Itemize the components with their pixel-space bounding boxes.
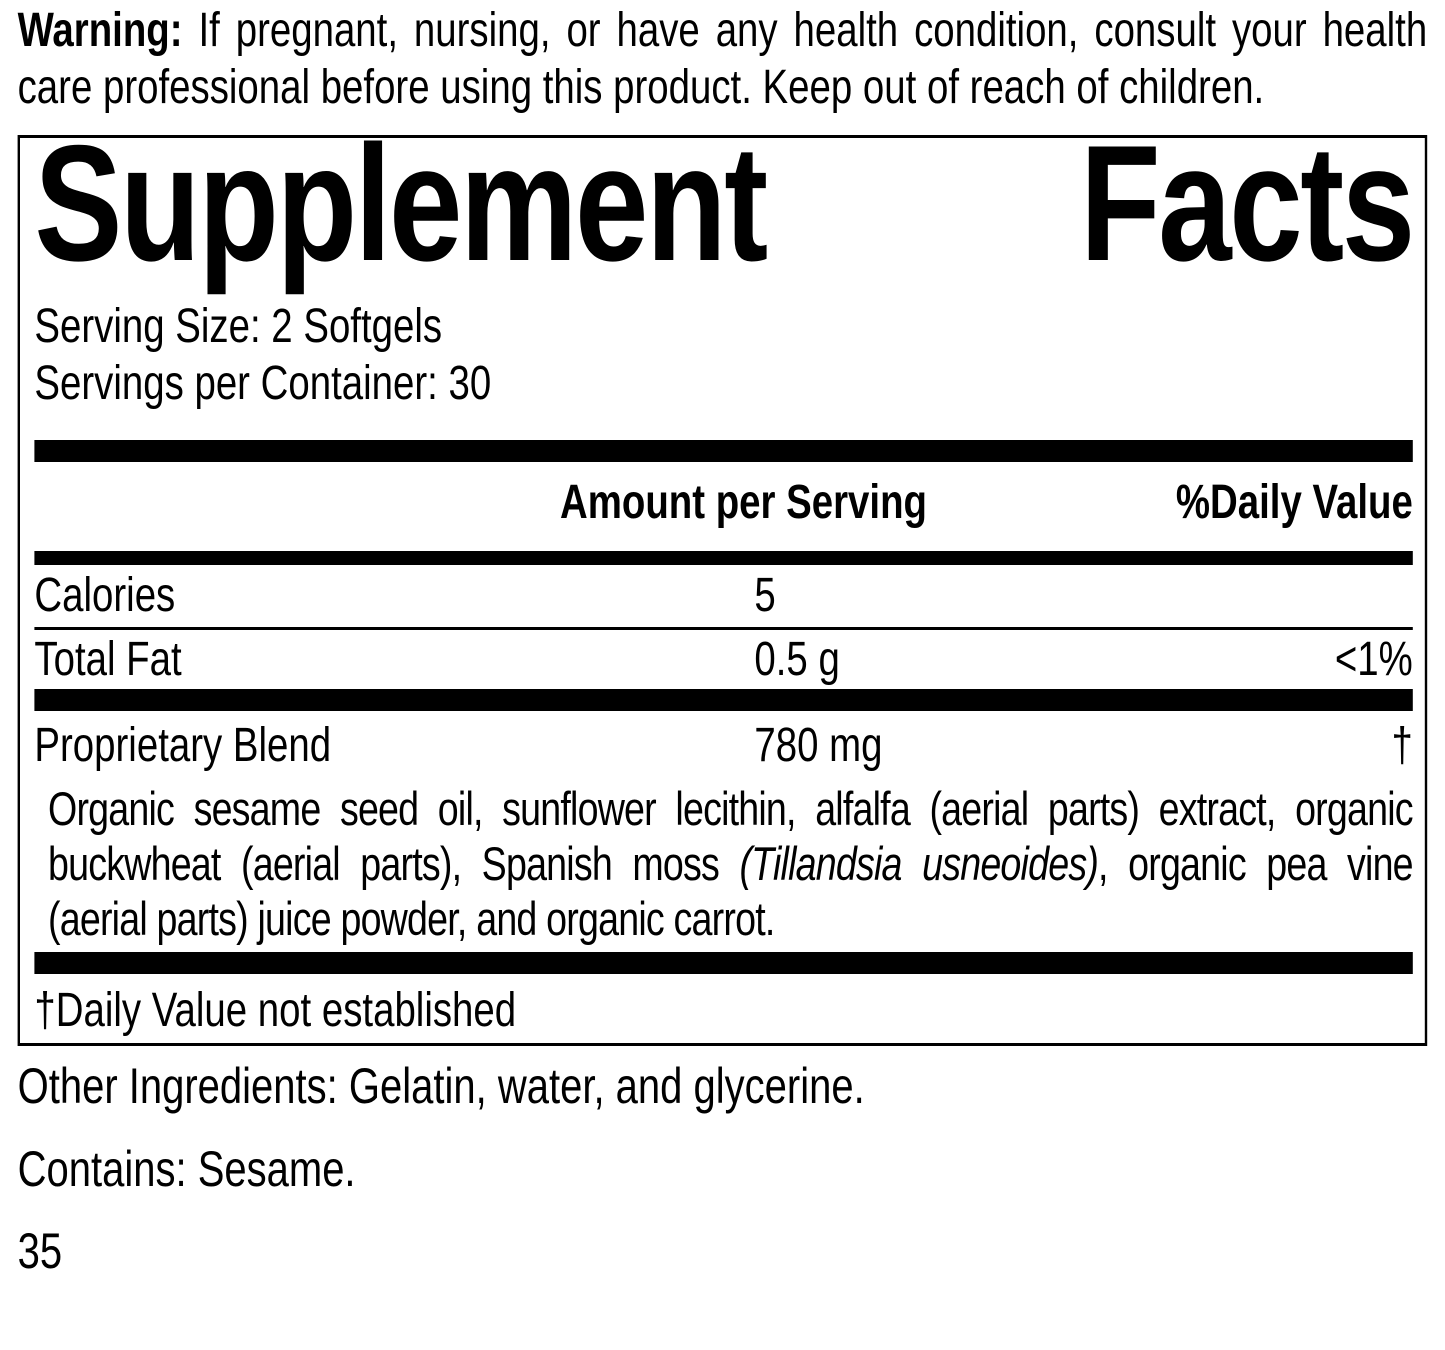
nutrient-row-total-fat: Total Fat 0.5 g <1% — [34, 630, 1412, 689]
nutrient-name: Total Fat — [34, 633, 182, 686]
nutrient-row-proprietary-blend: Proprietary Blend 780 mg † — [34, 711, 1412, 781]
supplement-facts-panel: Supplement Facts Serving Size: 2 Softgels… — [17, 111, 1428, 1046]
column-header-amount: Amount per Serving — [560, 476, 927, 529]
title-word-supplement: Supplement — [34, 111, 768, 295]
thick-divider-bottom — [34, 952, 1413, 974]
thick-divider-top — [34, 440, 1413, 462]
nutrient-daily-value: <1% — [1334, 633, 1413, 686]
column-header-daily-value: %Daily Value — [1175, 476, 1413, 529]
nutrient-name: Calories — [34, 569, 176, 622]
contains-text: Contains: Sesame. — [17, 1141, 356, 1197]
nutrient-amount: 780 mg — [754, 719, 883, 772]
nutrient-daily-value-dagger: † — [1391, 719, 1413, 772]
column-header-row: Amount per Serving %Daily Value — [34, 476, 1413, 529]
nutrient-amount: 0.5 g — [754, 633, 840, 686]
servings-per-container-line: Servings per Container: 30 — [34, 357, 492, 410]
medium-divider-under-header — [34, 551, 1413, 565]
other-ingredients-text: Other Ingredients: Gelatin, water, and g… — [17, 1058, 865, 1114]
warning-label: Warning: — [17, 4, 183, 57]
title-word-facts: Facts — [1079, 111, 1415, 295]
nutrient-row-calories: Calories 5 — [34, 565, 1413, 630]
footnote-daily-value: †Daily Value not established — [34, 984, 517, 1037]
blend-latin-name: (Tillandsia usneoides) — [739, 837, 1099, 890]
serving-info: Serving Size: 2 Softgels Servings per Co… — [34, 298, 1412, 412]
blend-ingredients-part3: , organic pea vine (aerial parts) juice … — [48, 837, 1414, 945]
label-page: Warning: If pregnant, nursing, or have a… — [17, 2, 1428, 1279]
panel-title: Supplement Facts — [34, 111, 1415, 295]
serving-size-line: Serving Size: 2 Softgels — [34, 300, 443, 353]
blend-ingredients-text: Organic sesame seed oil, sunflower lecit… — [34, 781, 1414, 946]
thick-divider-mid — [34, 689, 1413, 711]
warning-text: Warning: If pregnant, nursing, or have a… — [18, 2, 1428, 116]
blend-ingredients-part1: Organic sesame seed oil, sunflower lecit… — [48, 782, 1414, 890]
nutrient-name: Proprietary Blend — [34, 719, 332, 772]
nutrient-amount: 5 — [754, 569, 776, 622]
warning-body: If pregnant, nursing, or have any health… — [17, 4, 1428, 114]
page-number: 35 — [17, 1223, 63, 1279]
